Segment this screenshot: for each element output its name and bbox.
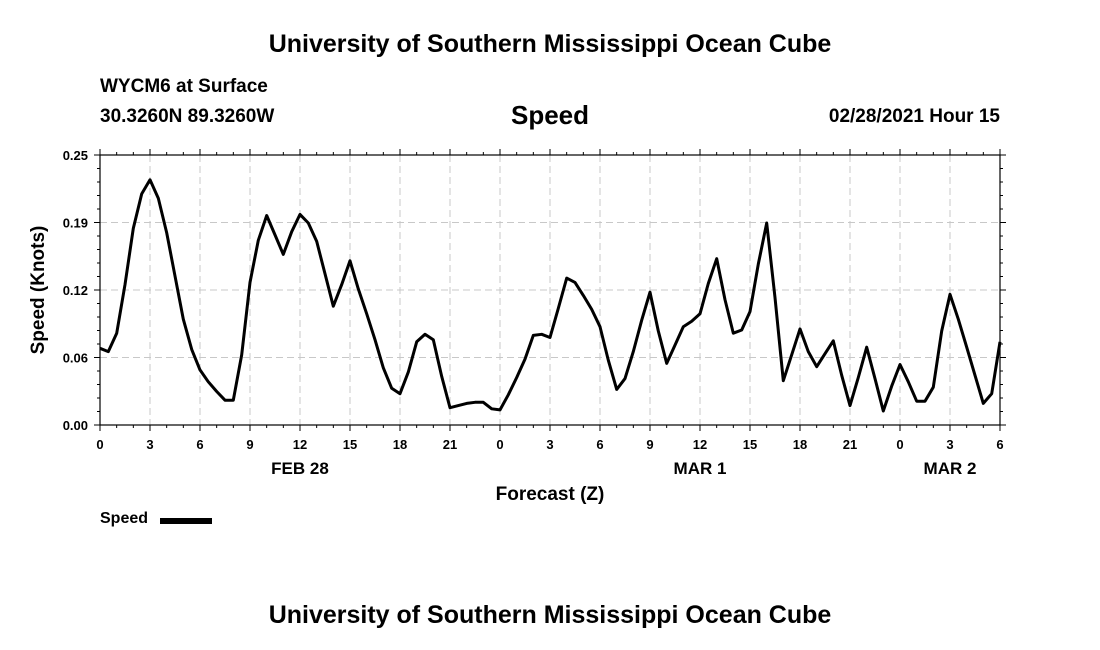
top-title: University of Southern Mississippi Ocean…	[268, 30, 832, 58]
y-tick-label: 0.00	[63, 418, 88, 433]
x-tick-labels: 0 3 6 9 12 15 18 21 0 3 6 9 12 15 18 21 0 3 6	[96, 437, 1003, 452]
x-tick-label: 21	[443, 437, 457, 452]
x-tick-label: 12	[293, 437, 307, 452]
y-axis-label: Speed (Knots)	[28, 226, 49, 355]
tick-marks	[94, 149, 1006, 431]
x-tick-label: 15	[343, 437, 357, 452]
station-label: WYCM6 at Surface	[100, 76, 268, 97]
y-tick-label: 0.19	[63, 216, 88, 231]
y-tick-label: 0.25	[63, 148, 88, 163]
legend-swatch	[160, 518, 212, 524]
coordinates-label: 30.3260N 89.3260W	[100, 106, 275, 127]
day-label: FEB 28	[271, 459, 329, 478]
legend-label: Speed	[100, 510, 149, 527]
day-label: MAR 2	[924, 459, 977, 478]
chart-title: Speed	[510, 100, 590, 130]
x-tick-label: 0	[96, 437, 103, 452]
x-tick-label: 12	[693, 437, 707, 452]
x-tick-label: 9	[246, 437, 253, 452]
x-tick-label: 15	[743, 437, 757, 452]
day-label: MAR 1	[674, 459, 727, 478]
x-tick-label: 6	[596, 437, 603, 452]
x-tick-label: 9	[646, 437, 653, 452]
y-tick-label: 0.12	[63, 283, 88, 298]
datetime-label: 02/28/2021 Hour 15	[828, 106, 1000, 127]
day-labels: FEB 28 MAR 1 MAR 2	[271, 459, 976, 478]
chart-grid	[100, 155, 1000, 425]
x-tick-label: 6	[996, 437, 1003, 452]
x-tick-label: 0	[896, 437, 903, 452]
bottom-title: University of Southern Mississippi Ocean…	[268, 601, 832, 629]
x-tick-label: 18	[393, 437, 407, 452]
x-tick-label: 0	[496, 437, 503, 452]
x-tick-label: 6	[196, 437, 203, 452]
y-tick-label: 0.06	[63, 351, 88, 366]
speed-series-line	[99, 178, 1002, 413]
x-tick-label: 21	[843, 437, 857, 452]
speed-chart: 0.00 0.06 0.12 0.19 0.25 0 3 6 9 12 15 18 21 0 3 6 9 12 1…	[28, 148, 1006, 505]
x-tick-label: 3	[546, 437, 553, 452]
y-tick-labels: 0.00 0.06 0.12 0.19 0.25	[63, 148, 88, 433]
x-tick-label: 18	[793, 437, 807, 452]
x-tick-label: 3	[946, 437, 953, 452]
x-axis-label: Forecast (Z)	[496, 484, 605, 505]
x-tick-label: 3	[146, 437, 153, 452]
